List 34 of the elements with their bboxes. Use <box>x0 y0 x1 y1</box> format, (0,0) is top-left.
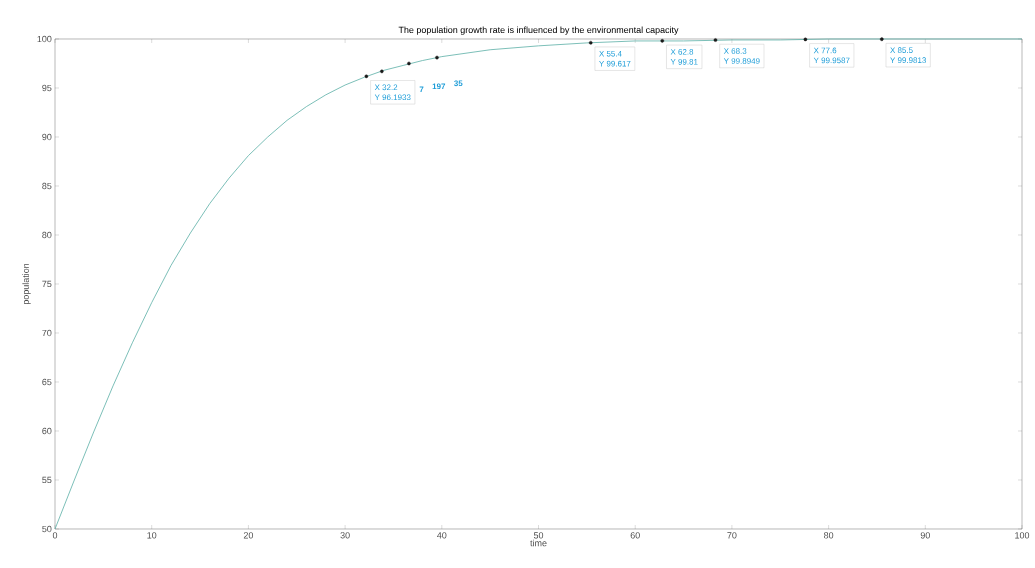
x-tick-label: 90 <box>920 532 930 539</box>
x-tick-label: 60 <box>630 532 640 539</box>
point <box>588 40 593 45</box>
point <box>660 39 665 43</box>
y-tick-label: 60 <box>42 427 52 435</box>
x-tick-label: 70 <box>727 532 737 539</box>
y-tick-label: 55 <box>42 476 52 484</box>
x-tick-label: 80 <box>824 532 834 539</box>
point <box>713 38 718 42</box>
x-axis-title: time <box>530 539 547 547</box>
y-tick-label: 80 <box>42 231 52 239</box>
y-tick-label: 75 <box>42 280 52 288</box>
x-tick-label: 30 <box>340 532 350 539</box>
x-tick-label: 10 <box>147 532 157 539</box>
point <box>364 74 369 79</box>
x-tick-label: 0 <box>52 532 58 539</box>
point <box>380 69 384 74</box>
x-tick-label: 20 <box>243 532 254 539</box>
y-tick-label: 100 <box>37 35 52 43</box>
y-tick-label: 90 <box>42 133 52 141</box>
chart-title: The population growth rate is influenced by the environmental capacity <box>398 26 679 35</box>
y-tick-label: 50 <box>42 525 52 533</box>
y-axis-title: population <box>22 263 31 305</box>
point <box>803 37 808 42</box>
y-tick-label: 95 <box>42 84 52 92</box>
y-tick-label: 70 <box>42 329 52 337</box>
point <box>407 61 411 66</box>
point <box>880 37 884 41</box>
point <box>435 55 439 60</box>
y-tick-label: 65 <box>42 378 52 386</box>
x-tick-label: 100 <box>1015 532 1030 539</box>
y-tick-label: 85 <box>42 182 52 190</box>
x-tick-label: 50 <box>533 532 544 539</box>
x-tick-label: 40 <box>437 532 447 539</box>
